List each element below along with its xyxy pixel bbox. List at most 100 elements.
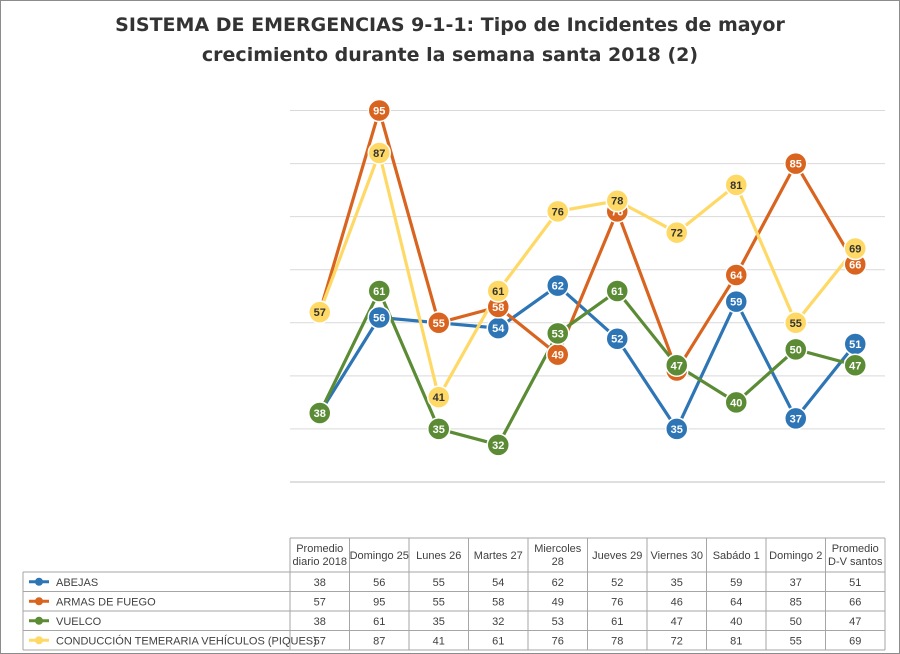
data-point <box>308 300 332 324</box>
data-label: 76 <box>552 206 564 218</box>
data-label: 66 <box>849 259 861 271</box>
table-cell: 69 <box>849 635 861 647</box>
data-label: 55 <box>790 318 802 330</box>
table-cell: 81 <box>730 635 742 647</box>
data-label: 61 <box>611 286 623 298</box>
x-tick-label: diario 2018 <box>293 556 347 568</box>
chart-title-line-1: SISTEMA DE EMERGENCIAS 9-1-1: Tipo de In… <box>115 14 785 36</box>
table-cell: 87 <box>373 635 385 647</box>
data-label: 52 <box>611 334 623 346</box>
table-cell: 64 <box>730 596 742 608</box>
x-tick-label: Miercoles <box>534 543 582 555</box>
data-label: 85 <box>790 159 802 171</box>
data-point <box>486 279 510 303</box>
data-label: 62 <box>552 281 564 293</box>
data-point <box>665 417 689 441</box>
data-point <box>427 311 451 335</box>
table-cell: 41 <box>433 635 445 647</box>
data-label: 57 <box>314 307 326 319</box>
x-tick-label: Martes 27 <box>474 550 523 562</box>
data-label: 61 <box>373 286 385 298</box>
table-cell: 37 <box>790 577 802 589</box>
table-cell: 61 <box>373 616 385 628</box>
table-cell: 66 <box>849 596 861 608</box>
data-point <box>784 406 808 431</box>
data-point <box>605 188 629 213</box>
data-label: 78 <box>611 196 623 208</box>
table-cell: 76 <box>611 596 623 608</box>
table-cell: 55 <box>433 596 445 608</box>
data-label: 40 <box>730 397 742 409</box>
data-label: 37 <box>790 413 802 425</box>
data-point <box>486 433 510 457</box>
data-point <box>367 305 391 330</box>
data-point <box>724 173 748 197</box>
legend-marker <box>35 616 43 625</box>
data-label: 61 <box>492 286 504 298</box>
data-point <box>605 279 629 303</box>
table-cell: 51 <box>849 577 861 589</box>
table-cell: 72 <box>671 635 683 647</box>
x-tick-label: Promedio <box>832 543 879 555</box>
data-label: 72 <box>671 228 683 240</box>
chart-title: SISTEMA DE EMERGENCIAS 9-1-1: Tipo de In… <box>0 10 900 70</box>
table-cell: 52 <box>611 577 623 589</box>
table-cell: 57 <box>314 596 326 608</box>
x-tick-label: Viernes 30 <box>651 550 703 562</box>
data-point <box>546 321 570 346</box>
data-point <box>546 273 570 298</box>
data-label: 69 <box>849 244 861 256</box>
series-line-1 <box>318 108 857 373</box>
data-label: 41 <box>433 392 445 404</box>
data-point <box>784 311 808 335</box>
table-cell: 35 <box>433 616 445 628</box>
table-cell: 49 <box>552 596 564 608</box>
data-point <box>724 289 748 314</box>
data-label: 35 <box>433 424 445 436</box>
x-tick-label: D-V santos <box>828 556 883 568</box>
data-label: 35 <box>671 424 683 436</box>
legend-label: ABEJAS <box>56 577 98 589</box>
table-cell: 78 <box>611 635 623 647</box>
table-cell: 50 <box>790 616 802 628</box>
data-point <box>724 263 748 287</box>
data-point <box>367 141 391 165</box>
table-cell: 38 <box>314 577 326 589</box>
legend-label: VUELCO <box>56 616 102 628</box>
data-label: 56 <box>373 312 385 324</box>
x-tick-label: Promedio <box>296 543 343 555</box>
data-label: 47 <box>849 360 861 372</box>
x-tick-label: 28 <box>552 556 564 568</box>
legend-marker <box>35 636 43 645</box>
series-line-3 <box>318 151 857 399</box>
data-label: 49 <box>552 350 564 362</box>
table-cell: 62 <box>552 577 564 589</box>
table-cell: 35 <box>671 577 683 589</box>
data-point <box>843 353 867 378</box>
data-point <box>427 417 451 441</box>
table-cell: 47 <box>849 616 861 628</box>
chart-title-line-2: crecimiento durante la semana santa 2018… <box>201 44 699 66</box>
data-label: 95 <box>373 106 385 118</box>
data-point <box>665 220 689 245</box>
data-label: 50 <box>790 344 802 356</box>
data-point <box>546 199 570 224</box>
table-cell: 54 <box>492 577 504 589</box>
table-cell: 59 <box>730 577 742 589</box>
table-cell: 61 <box>492 635 504 647</box>
data-point <box>367 98 391 123</box>
table-cell: 38 <box>314 616 326 628</box>
x-tick-label: Lunes 26 <box>416 550 461 562</box>
data-label: 58 <box>492 302 504 314</box>
table-cell: 57 <box>314 635 326 647</box>
table-cell: 32 <box>492 616 504 628</box>
x-tick-label: Domingo 2 <box>769 550 822 562</box>
x-tick-label: Jueves 29 <box>592 550 642 562</box>
data-label: 47 <box>671 360 683 372</box>
table-cell: 46 <box>671 596 683 608</box>
table-cell: 40 <box>730 616 742 628</box>
data-point <box>605 326 629 351</box>
series-line-2 <box>318 289 856 447</box>
data-point <box>724 390 748 415</box>
